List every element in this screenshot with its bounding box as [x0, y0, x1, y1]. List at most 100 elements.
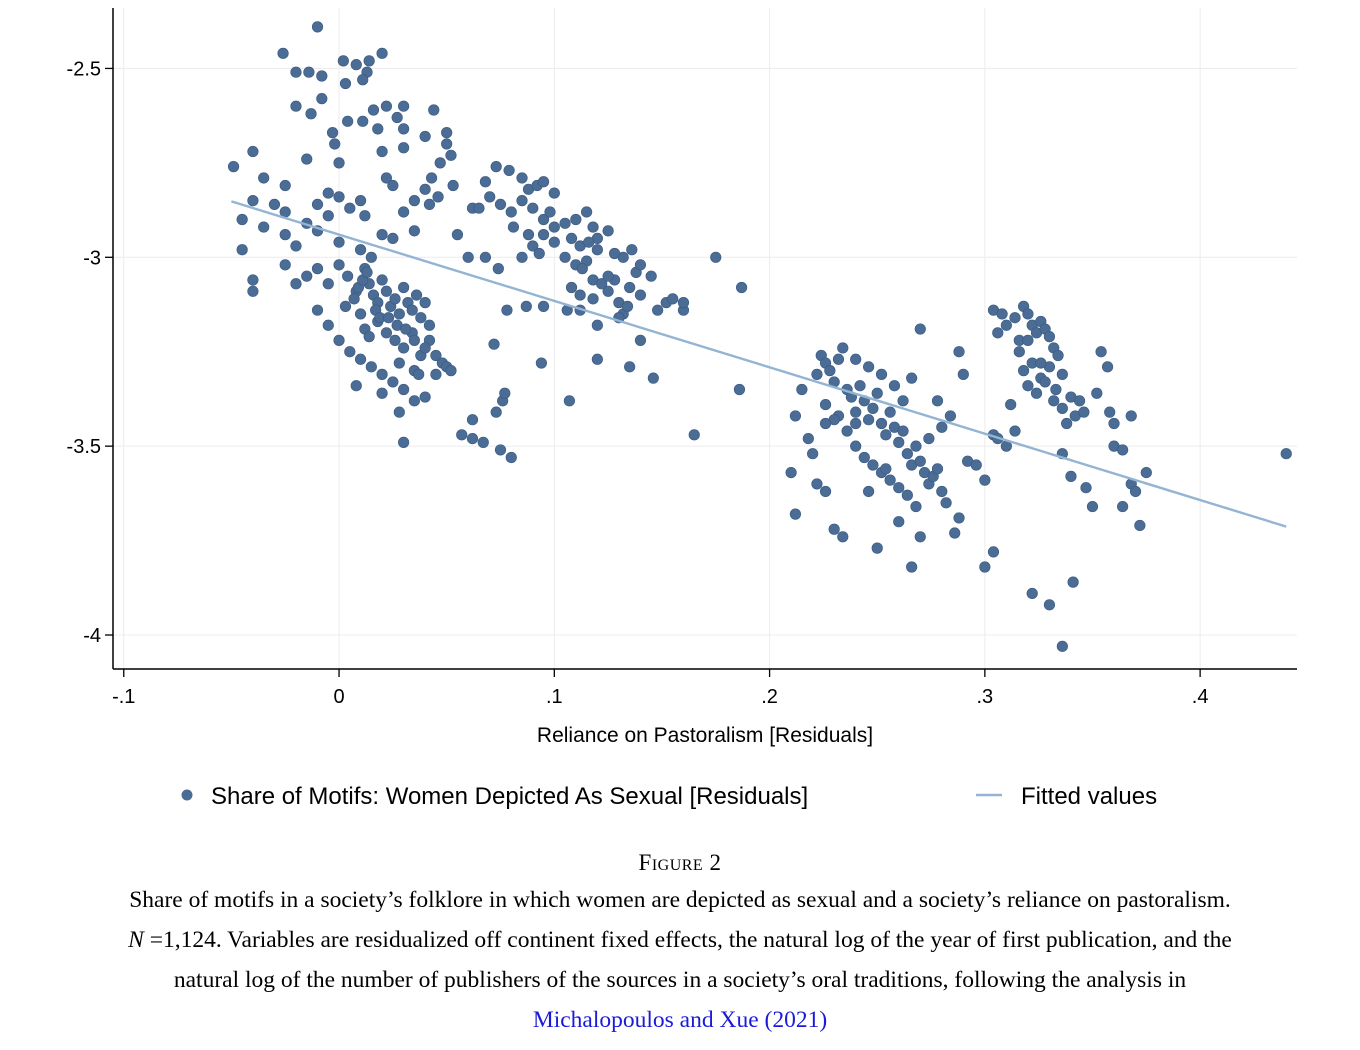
- data-point: [1073, 395, 1086, 407]
- data-point: [376, 387, 388, 399]
- data-point: [398, 281, 410, 294]
- data-point: [559, 251, 571, 263]
- data-point: [1080, 482, 1092, 494]
- data-point: [624, 361, 636, 373]
- data-point: [996, 308, 1008, 320]
- data-point: [1117, 500, 1129, 513]
- data-point: [389, 293, 401, 305]
- data-point: [479, 251, 492, 263]
- data-point: [527, 202, 539, 214]
- data-point: [910, 440, 922, 452]
- data-point: [634, 259, 647, 271]
- data-point: [867, 459, 879, 471]
- data-point: [522, 229, 535, 241]
- data-point: [322, 278, 334, 290]
- data-point: [875, 368, 888, 380]
- data-point: [398, 206, 410, 218]
- data-point: [363, 331, 375, 343]
- data-point: [333, 236, 345, 248]
- data-point: [1052, 349, 1064, 362]
- data-point: [419, 391, 431, 403]
- legend-label-scatter: Share of Motifs: Women Depicted As Sexua…: [211, 783, 808, 810]
- y-tick-label: -2.5: [67, 58, 101, 80]
- data-point: [348, 293, 360, 305]
- data-point: [677, 297, 690, 309]
- x-tick-label: 0: [333, 686, 344, 708]
- data-point: [503, 164, 515, 177]
- data-point: [667, 293, 679, 305]
- data-point: [441, 138, 453, 150]
- data-point: [301, 270, 313, 282]
- data-point: [447, 179, 459, 192]
- data-point: [544, 206, 556, 218]
- data-point: [365, 251, 377, 263]
- data-point: [488, 338, 500, 350]
- data-point: [413, 368, 425, 380]
- x-axis-title: Reliance on Pastoralism [Residuals]: [537, 724, 873, 747]
- data-point: [398, 383, 410, 396]
- data-point: [602, 285, 614, 297]
- data-point: [236, 244, 248, 256]
- data-point: [277, 47, 289, 59]
- data-point: [1000, 319, 1012, 331]
- data-point: [333, 191, 345, 203]
- data-point: [490, 161, 502, 173]
- data-point: [1043, 331, 1056, 343]
- data-point: [311, 304, 324, 316]
- data-point: [445, 365, 457, 377]
- data-point: [398, 123, 410, 135]
- data-point: [863, 414, 875, 426]
- data-point: [408, 225, 420, 237]
- data-point: [634, 334, 647, 346]
- data-point: [796, 383, 808, 396]
- data-point: [576, 263, 588, 275]
- data-point: [326, 127, 339, 139]
- data-point: [305, 108, 317, 120]
- data-point: [354, 308, 367, 320]
- x-axis-ticks: -.1 0 .1 .2 .3 .4: [112, 669, 1208, 708]
- data-point: [1125, 410, 1137, 422]
- data-point: [819, 417, 832, 430]
- data-point: [1091, 387, 1103, 399]
- data-point: [1129, 485, 1142, 498]
- data-point: [537, 213, 550, 226]
- data-point: [361, 266, 373, 279]
- data-point: [408, 334, 420, 346]
- data-point: [337, 55, 349, 67]
- data-point: [516, 172, 528, 184]
- data-point: [494, 198, 507, 211]
- caption-line-3: natural log of the number of publishers …: [173, 967, 1187, 993]
- data-point: [537, 176, 550, 188]
- data-point: [1134, 519, 1146, 532]
- citation-link[interactable]: Michalopoulos and Xue (2021): [532, 1007, 828, 1033]
- data-point: [354, 195, 367, 207]
- data-point: [428, 104, 440, 116]
- data-point: [1009, 425, 1021, 437]
- x-tick-label: -.1: [112, 686, 135, 708]
- data-point: [901, 489, 913, 501]
- data-point: [311, 263, 324, 275]
- data-point: [652, 304, 664, 316]
- data-point: [505, 451, 517, 464]
- data-point: [376, 368, 388, 380]
- data-point: [290, 240, 302, 252]
- data-point: [367, 104, 380, 116]
- data-point: [824, 365, 836, 377]
- data-point: [1018, 365, 1030, 377]
- data-point: [423, 198, 436, 211]
- data-point: [258, 221, 270, 233]
- data-point: [871, 387, 883, 399]
- data-point: [236, 213, 248, 226]
- data-point: [376, 47, 388, 59]
- data-point: [936, 485, 948, 498]
- data-point: [339, 77, 352, 90]
- data-point: [490, 406, 502, 418]
- data-point: [507, 221, 520, 233]
- data-point: [357, 74, 369, 86]
- caption-line-4: Michalopoulos and Xue (2021): [0, 1000, 1360, 1040]
- data-point: [227, 161, 240, 173]
- data-point: [382, 312, 395, 324]
- data-point: [602, 225, 614, 237]
- data-point: [505, 206, 517, 218]
- data-point: [906, 561, 918, 573]
